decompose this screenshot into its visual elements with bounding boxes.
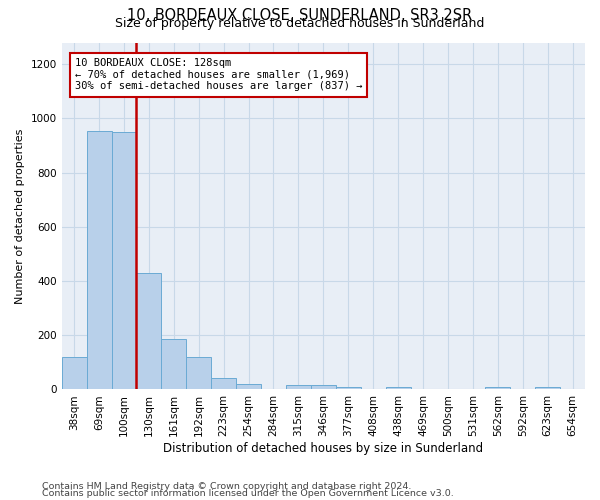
- Bar: [161, 340, 186, 390]
- Text: Contains HM Land Registry data © Crown copyright and database right 2024.: Contains HM Land Registry data © Crown c…: [42, 482, 412, 491]
- Bar: [535, 386, 560, 390]
- Bar: [136, 273, 161, 390]
- Bar: [311, 384, 336, 390]
- X-axis label: Distribution of detached houses by size in Sunderland: Distribution of detached houses by size …: [163, 442, 484, 455]
- Bar: [286, 384, 311, 390]
- Bar: [386, 386, 410, 390]
- Bar: [336, 386, 361, 390]
- Bar: [86, 130, 112, 390]
- Bar: [236, 384, 261, 390]
- Text: Contains public sector information licensed under the Open Government Licence v3: Contains public sector information licen…: [42, 489, 454, 498]
- Bar: [211, 378, 236, 390]
- Text: 10, BORDEAUX CLOSE, SUNDERLAND, SR3 2SR: 10, BORDEAUX CLOSE, SUNDERLAND, SR3 2SR: [127, 8, 473, 22]
- Text: Size of property relative to detached houses in Sunderland: Size of property relative to detached ho…: [115, 18, 485, 30]
- Text: 10 BORDEAUX CLOSE: 128sqm
← 70% of detached houses are smaller (1,969)
30% of se: 10 BORDEAUX CLOSE: 128sqm ← 70% of detac…: [75, 58, 362, 92]
- Bar: [485, 386, 510, 390]
- Y-axis label: Number of detached properties: Number of detached properties: [15, 128, 25, 304]
- Bar: [62, 357, 86, 390]
- Bar: [186, 357, 211, 390]
- Bar: [112, 132, 136, 390]
